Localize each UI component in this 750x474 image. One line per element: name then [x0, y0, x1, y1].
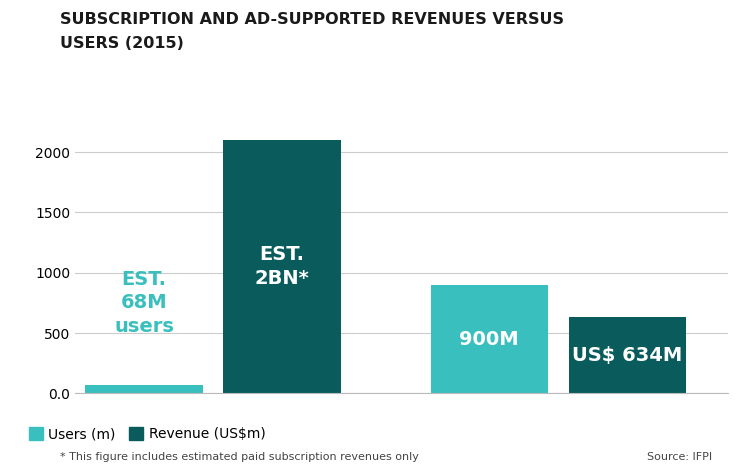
- Text: Source: IFPI: Source: IFPI: [647, 452, 712, 462]
- Text: USERS (2015): USERS (2015): [60, 36, 184, 51]
- Text: US$ 634M: US$ 634M: [572, 346, 682, 365]
- Text: EST.
68M
users: EST. 68M users: [114, 270, 174, 336]
- Text: EST.
2BN*: EST. 2BN*: [255, 246, 310, 288]
- Bar: [224, 140, 340, 393]
- Bar: [568, 317, 686, 393]
- Bar: [430, 285, 548, 393]
- Bar: [86, 385, 202, 393]
- Text: 900M: 900M: [460, 329, 519, 348]
- Legend: Users (m), Revenue (US$m): Users (m), Revenue (US$m): [23, 421, 272, 447]
- Text: SUBSCRIPTION AND AD-SUPPORTED REVENUES VERSUS: SUBSCRIPTION AND AD-SUPPORTED REVENUES V…: [60, 12, 564, 27]
- Text: * This figure includes estimated paid subscription revenues only: * This figure includes estimated paid su…: [60, 452, 418, 462]
